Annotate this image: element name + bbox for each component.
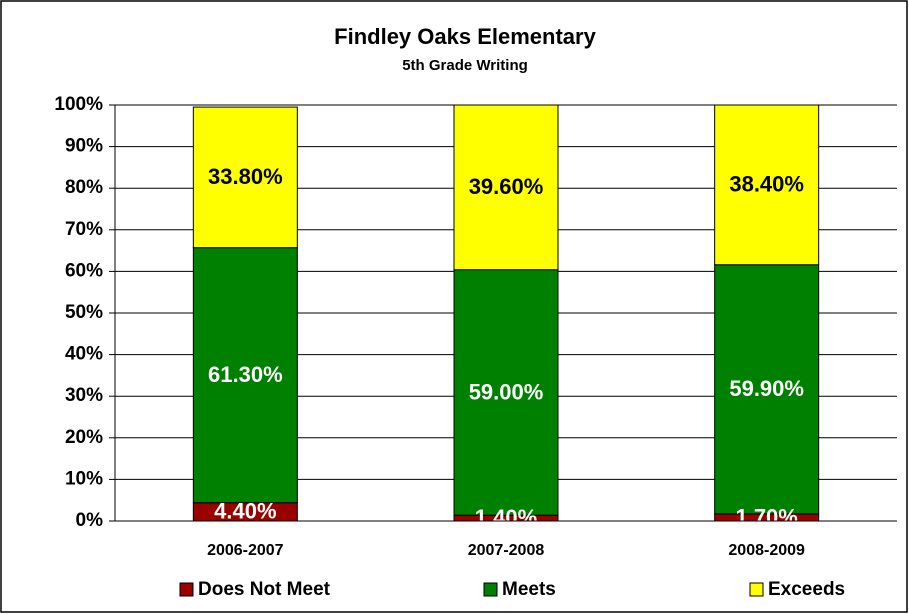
chart-title: Findley Oaks Elementary [334,24,596,49]
y-tick-label: 20% [65,427,103,448]
y-tick-label: 40% [65,344,103,365]
bar-segment [453,104,559,271]
legend-label: Exceeds [768,579,845,600]
data-label: 1.70% [735,504,797,529]
x-tick-label: 2006-2007 [207,542,284,559]
y-tick-label: 30% [65,385,103,406]
legend-swatch [749,582,764,597]
y-tick-label: 0% [76,510,104,531]
data-label: 61.30% [208,362,283,387]
bar-segment [192,106,298,249]
y-tick-label: 10% [65,468,103,489]
legend-swatch [483,582,498,597]
legend-label: Does Not Meet [198,579,331,600]
y-tick-label: 100% [54,94,103,115]
legend-swatch [179,582,194,597]
data-label: 33.80% [208,164,283,189]
y-tick-label: 50% [65,302,103,323]
bar-segment [453,269,559,516]
axes: 0% 10% 20% 30% 40% 50% 60% 70% 80% 90% 100% 2006-20… [54,94,897,600]
data-label: 59.90% [729,376,804,401]
data-label: 39.60% [469,174,544,199]
data-labels: 4.40% 61.30% 33.80% 1.40% 59.00% 39.60% 1.70% 5… [208,164,804,530]
x-tick-label: 2008-2009 [728,542,805,559]
data-label: 1.40% [475,505,537,530]
y-tick-label: 70% [65,219,103,240]
y-tick-label: 60% [65,260,103,281]
legend-label: Meets [502,579,556,600]
bar-segment [714,264,820,515]
bars [192,104,820,522]
y-tick-label: 90% [65,136,103,157]
data-label: 38.40% [729,172,804,197]
data-label: 4.40% [214,499,276,524]
x-tick-label: 2007-2008 [468,542,545,559]
bar-segment [192,247,298,504]
y-tick-label: 80% [65,177,103,198]
data-label: 59.00% [469,379,544,404]
chart-subtitle: 5th Grade Writing [402,57,528,74]
bar-segment [714,104,820,266]
